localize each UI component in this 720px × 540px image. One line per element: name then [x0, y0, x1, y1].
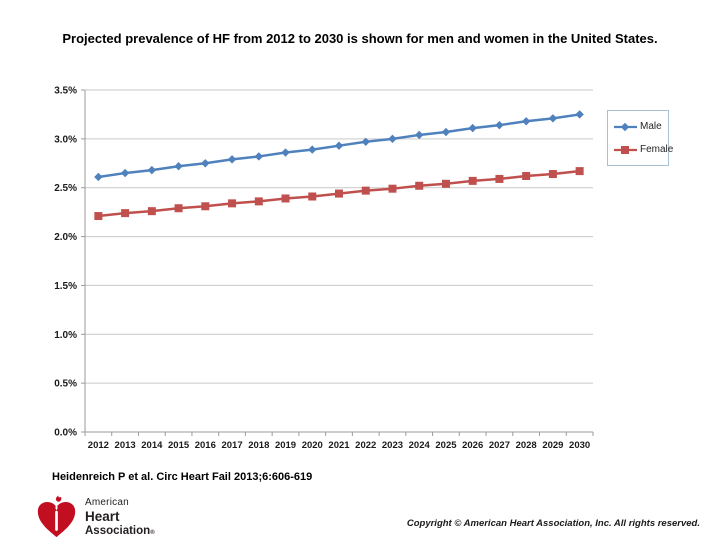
male-data-point — [281, 148, 290, 157]
x-tick-label: 2028 — [516, 440, 537, 451]
chart-legend: Male Female — [607, 110, 673, 166]
aha-logo-line2: Heart — [85, 509, 120, 524]
female-data-point — [94, 212, 103, 221]
male-data-point — [308, 145, 317, 154]
x-tick-label: 2026 — [462, 440, 483, 451]
y-tick-label: 3.0% — [54, 134, 77, 145]
male-legend-glyph — [620, 122, 630, 131]
y-tick-label: 2.0% — [54, 232, 77, 243]
x-tick-label: 2022 — [355, 440, 376, 451]
copyright-text: Copyright © American Heart Association, … — [406, 518, 700, 529]
female-data-point — [254, 197, 263, 206]
x-tick-label: 2018 — [248, 440, 269, 451]
aha-logo-text: American Heart Association® — [85, 495, 155, 537]
male-data-point — [575, 110, 584, 119]
female-data-point — [121, 209, 130, 218]
aha-logo-line1: American — [85, 497, 129, 508]
legend-label-male: Male — [640, 121, 662, 132]
male-series — [94, 110, 584, 182]
female-data-point — [548, 170, 557, 179]
female-data-point — [281, 194, 290, 203]
legend-item-male: Male — [613, 121, 664, 132]
aha-logo-line3: Association® — [85, 524, 155, 537]
female-data-point — [201, 202, 210, 211]
registered-mark: ® — [150, 529, 155, 536]
female-data-point — [174, 204, 183, 213]
female-series — [94, 167, 584, 221]
male-data-point — [521, 117, 531, 126]
y-tick-label: 1.0% — [54, 330, 77, 341]
x-tick-label: 2025 — [435, 440, 457, 451]
y-tick-label: 2.5% — [54, 183, 77, 194]
female-series-marker-icon — [614, 145, 637, 154]
female-data-point — [228, 199, 237, 208]
male-data-point — [468, 123, 477, 133]
x-tick-label: 2027 — [489, 440, 510, 451]
male-data-point — [495, 120, 504, 130]
x-tick-label: 2030 — [569, 440, 590, 451]
y-tick-label: 3.5% — [54, 86, 77, 97]
female-data-point — [415, 181, 424, 190]
legend-label-female: Female — [640, 144, 674, 155]
female-data-point — [361, 186, 370, 195]
male-data-point — [201, 159, 210, 168]
male-data-point — [94, 172, 103, 182]
female-data-point — [495, 174, 504, 183]
female-data-point — [575, 167, 584, 176]
y-tick-label: 0.5% — [54, 379, 77, 390]
male-data-point — [441, 127, 451, 137]
x-tick-label: 2023 — [382, 440, 403, 451]
female-data-point — [308, 192, 317, 201]
x-tick-label: 2020 — [302, 440, 323, 451]
x-tick-label: 2015 — [168, 440, 190, 451]
male-data-point — [415, 130, 424, 140]
x-tick-label: 2024 — [409, 440, 431, 451]
aha-logo: American Heart Association® — [35, 495, 155, 539]
female-legend-glyph — [621, 145, 629, 154]
x-tick-label: 2021 — [328, 440, 350, 451]
x-tick-label: 2013 — [115, 440, 136, 451]
male-data-point — [120, 168, 130, 178]
male-data-point — [361, 137, 370, 146]
male-data-point — [334, 141, 344, 150]
y-tick-label: 0.0% — [54, 428, 77, 439]
female-data-point — [522, 171, 531, 180]
male-data-point — [548, 114, 558, 123]
male-data-point — [147, 165, 157, 175]
female-data-point — [468, 176, 477, 185]
x-tick-label: 2029 — [542, 440, 563, 451]
x-tick-label: 2017 — [221, 440, 242, 451]
female-data-point — [388, 184, 397, 193]
x-tick-label: 2014 — [141, 440, 163, 451]
x-tick-label: 2016 — [195, 440, 216, 451]
legend-item-female: Female — [613, 144, 673, 155]
male-data-point — [388, 134, 397, 144]
aha-heart-torch-icon — [37, 495, 76, 538]
x-tick-label: 2019 — [275, 440, 296, 451]
x-tick-label: 2012 — [88, 440, 109, 451]
female-data-point — [441, 179, 450, 188]
y-tick-label: 1.5% — [54, 281, 77, 292]
male-data-point — [227, 155, 237, 164]
page-title: Projected prevalence of HF from 2012 to … — [62, 31, 658, 46]
male-series-marker-icon — [614, 122, 637, 131]
female-data-point — [147, 207, 156, 216]
male-data-point — [254, 152, 263, 161]
female-data-point — [335, 189, 343, 198]
male-data-point — [174, 162, 183, 171]
citation-text: Heidenreich P et al. Circ Heart Fail 201… — [52, 471, 313, 483]
